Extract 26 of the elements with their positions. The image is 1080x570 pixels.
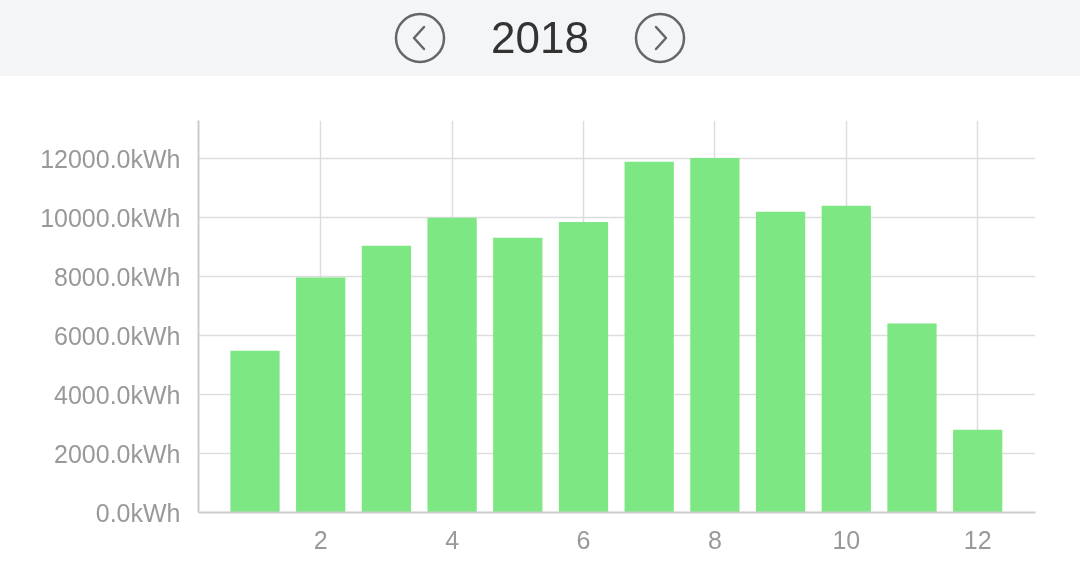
bar <box>296 277 346 513</box>
bar <box>558 221 609 513</box>
bar <box>821 205 871 513</box>
y-tick-label: 4000.0kWh <box>54 380 181 409</box>
bar <box>887 323 937 513</box>
bar <box>690 157 740 513</box>
x-tick-label: 10 <box>832 525 861 554</box>
chart-title: 2018 <box>491 11 589 64</box>
y-tick-label: 6000.0kWh <box>54 321 181 350</box>
bar <box>755 211 806 513</box>
x-tick-label: 4 <box>445 525 460 554</box>
bar <box>361 245 412 513</box>
bar <box>230 350 280 513</box>
y-tick-label: 8000.0kWh <box>54 262 181 291</box>
x-tick-label: 6 <box>576 525 591 554</box>
x-tick-label: 8 <box>707 525 722 554</box>
x-tick-label: 2 <box>313 525 328 554</box>
bar <box>624 161 674 513</box>
bar <box>427 217 477 513</box>
bar <box>493 237 543 513</box>
y-tick-label: 0.0kWh <box>95 498 181 527</box>
bar <box>953 429 1003 513</box>
x-tick-label: 12 <box>963 525 992 554</box>
y-tick-label: 2000.0kWh <box>54 439 181 468</box>
y-tick-label: 10000.0kWh <box>40 203 181 232</box>
y-tick-label: 12000.0kWh <box>40 144 181 173</box>
